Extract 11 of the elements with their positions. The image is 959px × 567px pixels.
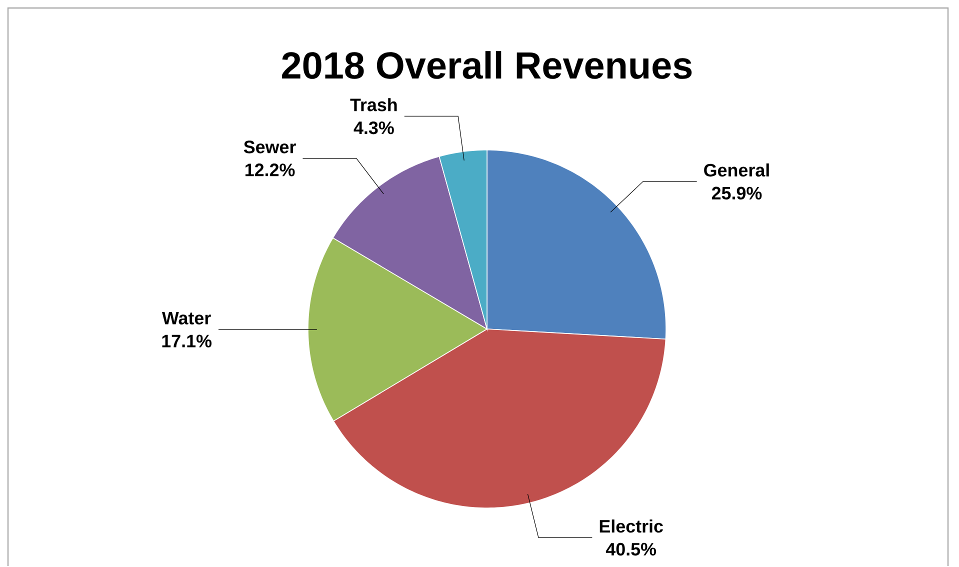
slice-label: Electric <box>600 520 663 533</box>
data-label: 40.5% <box>606 543 656 556</box>
data-label: 4.3% <box>354 122 394 134</box>
slice-label: Sewer <box>244 140 296 154</box>
chart-title: 2018 Overall Revenues <box>282 51 692 80</box>
slice-label: Water <box>162 312 211 325</box>
slice-label: Trash <box>350 98 397 112</box>
data-label: 25.9% <box>712 187 762 200</box>
slice-label: General <box>704 164 769 177</box>
data-label: 17.1% <box>162 334 212 348</box>
data-label: 12.2% <box>245 164 295 176</box>
